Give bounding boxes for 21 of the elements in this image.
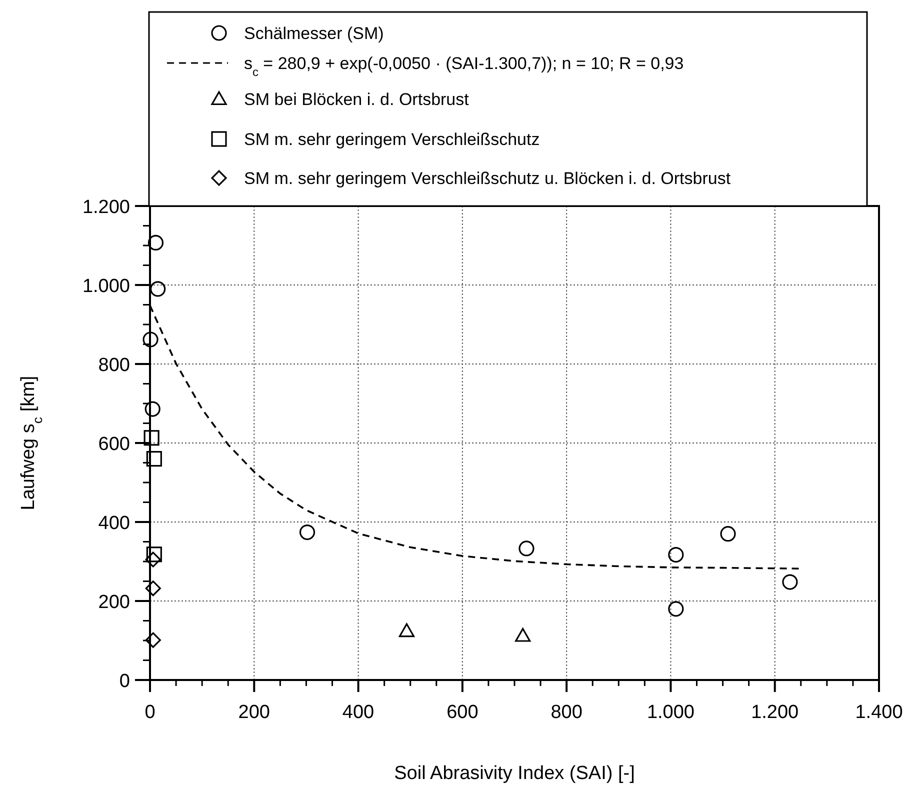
- x-tick-label: 0: [144, 702, 156, 723]
- legend-label: Schälmesser (SM): [244, 24, 384, 43]
- x-tick-label: 1.400: [855, 702, 903, 723]
- x-tick-label: 1.000: [646, 702, 694, 723]
- y-tick-label: 400: [98, 513, 130, 534]
- y-tick-label: 800: [98, 355, 130, 376]
- x-tick-label: 400: [342, 702, 374, 723]
- y-tick-label: 1.200: [82, 197, 130, 218]
- y-tick-label: 600: [98, 434, 130, 455]
- legend-label: s$_{c}$ = 280,9 + exp(-0,0050 · (SAI-1.300,7)); n = 10; R = 0,93: [244, 54, 684, 79]
- y-tick-label: 0: [119, 671, 130, 692]
- x-tick-label: 200: [238, 702, 270, 723]
- legend-label: SM m. sehr geringem Verschleißschutz: [244, 130, 540, 149]
- legend-label: SM bei Blöcken i. d. Ortsbrust: [244, 90, 470, 109]
- y-tick-label: 1.000: [82, 276, 130, 297]
- y-tick-label: 200: [98, 592, 130, 613]
- x-tick-label: 600: [446, 702, 478, 723]
- x-tick-label: 800: [550, 702, 582, 723]
- legend-label: SM m. sehr geringem Verschleißschutz u. Blöcken i. d. Ortsbrust: [244, 169, 731, 188]
- x-axis-title: Soil Abrasivity Index (SAI) [-]: [394, 763, 635, 784]
- x-tick-label: 1.200: [751, 702, 799, 723]
